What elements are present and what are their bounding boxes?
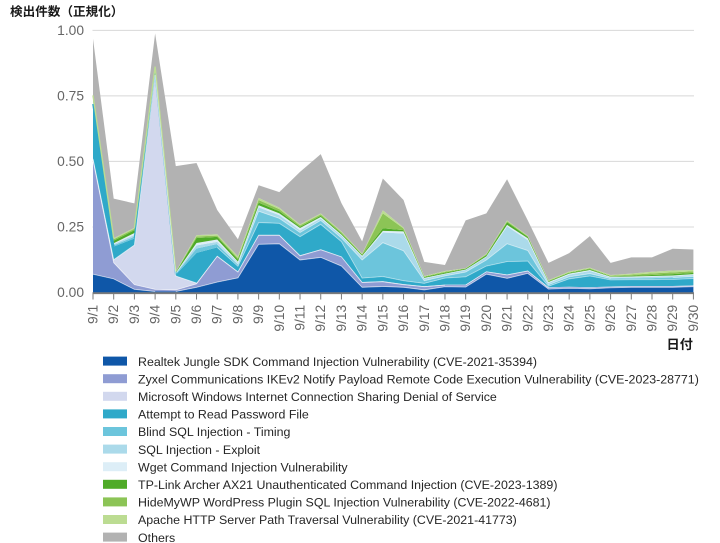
svg-text:9/22: 9/22 <box>520 305 535 332</box>
svg-text:Others: Others <box>138 531 175 543</box>
svg-text:Microsoft Windows Internet Con: Microsoft Windows Internet Connection Sh… <box>138 390 497 404</box>
svg-text:9/6: 9/6 <box>189 304 204 324</box>
svg-text:9/28: 9/28 <box>644 304 659 331</box>
svg-text:9/30: 9/30 <box>686 304 701 331</box>
svg-text:9/21: 9/21 <box>500 305 515 332</box>
svg-text:9/5: 9/5 <box>168 304 183 324</box>
svg-text:0.25: 0.25 <box>57 220 84 235</box>
svg-text:9/17: 9/17 <box>417 305 432 332</box>
svg-text:9/20: 9/20 <box>479 304 494 331</box>
svg-text:Realtek Jungle SDK Command Inj: Realtek Jungle SDK Command Injection Vul… <box>138 355 537 369</box>
svg-text:9/10: 9/10 <box>272 304 287 331</box>
svg-text:9/14: 9/14 <box>355 304 370 331</box>
svg-text:9/11: 9/11 <box>293 305 308 331</box>
svg-text:Zyxel Communications IKEv2 Not: Zyxel Communications IKEv2 Notify Payloa… <box>138 372 699 386</box>
svg-text:9/16: 9/16 <box>396 304 411 331</box>
svg-text:Wget Command Injection Vulnera: Wget Command Injection Vulnerability <box>138 460 348 474</box>
svg-text:9/1: 9/1 <box>86 305 101 324</box>
svg-text:0.50: 0.50 <box>57 154 84 169</box>
svg-text:9/19: 9/19 <box>458 304 473 331</box>
svg-text:9/12: 9/12 <box>313 305 328 332</box>
svg-text:9/4: 9/4 <box>148 304 163 324</box>
svg-text:9/27: 9/27 <box>624 305 639 332</box>
svg-text:9/25: 9/25 <box>582 304 597 331</box>
svg-text:Blind SQL Injection - Timing: Blind SQL Injection - Timing <box>138 425 291 439</box>
svg-text:9/8: 9/8 <box>230 304 245 324</box>
svg-text:9/26: 9/26 <box>603 304 618 331</box>
svg-text:Apache HTTP Server Path Traver: Apache HTTP Server Path Traversal Vulner… <box>138 513 517 527</box>
svg-text:9/13: 9/13 <box>334 304 349 331</box>
svg-text:1.00: 1.00 <box>57 23 84 38</box>
svg-text:HideMyWP WordPress Plugin SQL: HideMyWP WordPress Plugin SQL Injection … <box>138 496 551 510</box>
svg-text:9/18: 9/18 <box>437 304 452 331</box>
svg-text:9/23: 9/23 <box>541 304 556 331</box>
svg-text:9/7: 9/7 <box>210 305 225 324</box>
svg-text:SQL Injection - Exploit: SQL Injection - Exploit <box>138 443 261 457</box>
svg-text:9/9: 9/9 <box>251 304 266 324</box>
svg-text:9/24: 9/24 <box>562 304 577 331</box>
svg-text:9/15: 9/15 <box>375 304 390 331</box>
svg-text:9/2: 9/2 <box>106 305 121 324</box>
svg-text:0.75: 0.75 <box>57 88 84 103</box>
svg-text:TP-Link Archer AX21 Unauthenti: TP-Link Archer AX21 Unauthenticated Comm… <box>138 478 557 492</box>
svg-text:9/29: 9/29 <box>665 304 680 331</box>
svg-text:9/3: 9/3 <box>127 304 142 324</box>
svg-text:0.00: 0.00 <box>57 285 84 300</box>
svg-text:Attempt to Read Password File: Attempt to Read Password File <box>138 408 309 422</box>
